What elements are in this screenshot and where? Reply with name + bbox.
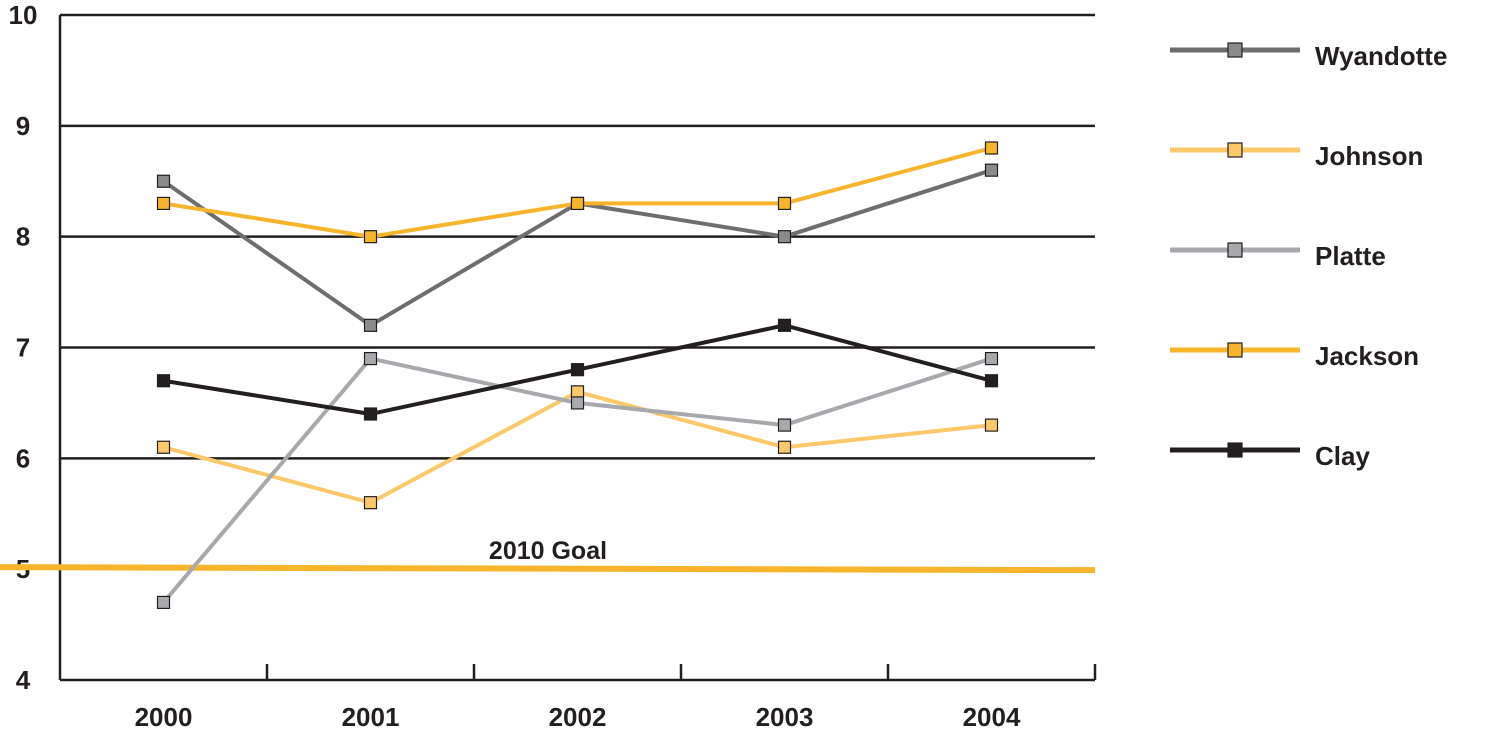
data-point-johnson — [156, 440, 171, 454]
goal-reference: 2010 Goal — [0, 537, 1096, 574]
y-tick-label: 6 — [16, 443, 30, 473]
x-tick-label: 2003 — [756, 702, 814, 730]
legend-label: Clay — [1315, 441, 1370, 471]
data-point-johnson — [984, 418, 999, 432]
legend: Wyandotte Johnson Platte Jackson Clay — [1170, 41, 1447, 471]
data-point-wyandotte — [777, 230, 792, 244]
y-tick-label: 4 — [16, 665, 31, 695]
x-tick-label: 2000 — [135, 702, 193, 730]
data-point-wyandotte — [984, 163, 999, 177]
legend-item-jackson: Jackson — [1170, 341, 1419, 371]
data-point-wyandotte — [363, 318, 378, 332]
legend-swatch-marker — [1227, 42, 1243, 58]
data-point-johnson — [777, 440, 792, 454]
x-tick-label: 2001 — [342, 702, 400, 730]
legend-item-platte: Platte — [1170, 241, 1386, 271]
data-point-clay — [984, 374, 999, 388]
legend-item-johnson: Johnson — [1170, 141, 1423, 171]
data-point-platte — [984, 351, 999, 366]
data-point-platte — [363, 351, 378, 366]
y-tick-label: 7 — [16, 333, 30, 363]
series-line-jackson — [163, 146, 993, 239]
legend-swatch-marker — [1227, 142, 1243, 158]
gridlines — [60, 13, 1095, 460]
data-point-clay — [156, 374, 171, 388]
data-point-platte — [777, 418, 792, 432]
legend-item-wyandotte: Wyandotte — [1170, 41, 1447, 71]
data-point-jackson — [777, 196, 792, 211]
x-tick-label: 2002 — [549, 702, 607, 730]
data-point-wyandotte — [156, 174, 171, 188]
legend-swatch-marker — [1227, 442, 1243, 458]
axes: 4567891020002001200220032004 — [9, 0, 1097, 730]
legend-label: Jackson — [1315, 341, 1419, 371]
series-lines — [156, 141, 999, 610]
legend-label: Johnson — [1315, 141, 1423, 171]
data-point-johnson — [363, 496, 378, 510]
y-tick-label: 8 — [16, 222, 30, 252]
y-tick-label: 10 — [9, 0, 38, 30]
data-point-clay — [777, 318, 792, 332]
data-point-jackson — [984, 141, 999, 155]
goal-label: 2010 Goal — [489, 537, 607, 565]
data-point-jackson — [570, 196, 585, 211]
data-point-clay — [363, 407, 378, 421]
legend-swatch-marker — [1227, 342, 1243, 358]
legend-label: Wyandotte — [1315, 41, 1447, 71]
data-point-platte — [570, 396, 585, 410]
y-tick-label: 9 — [16, 111, 30, 141]
legend-swatch-marker — [1227, 242, 1243, 258]
data-point-jackson — [363, 230, 378, 244]
data-point-jackson — [156, 196, 171, 211]
legend-item-clay: Clay — [1170, 441, 1370, 471]
data-point-clay — [570, 363, 585, 377]
data-point-johnson — [570, 385, 585, 399]
data-point-platte — [156, 595, 171, 610]
legend-label: Platte — [1315, 241, 1386, 271]
goal-line — [0, 564, 1096, 574]
series-line-wyandotte — [162, 168, 993, 328]
x-tick-label: 2004 — [963, 702, 1021, 730]
